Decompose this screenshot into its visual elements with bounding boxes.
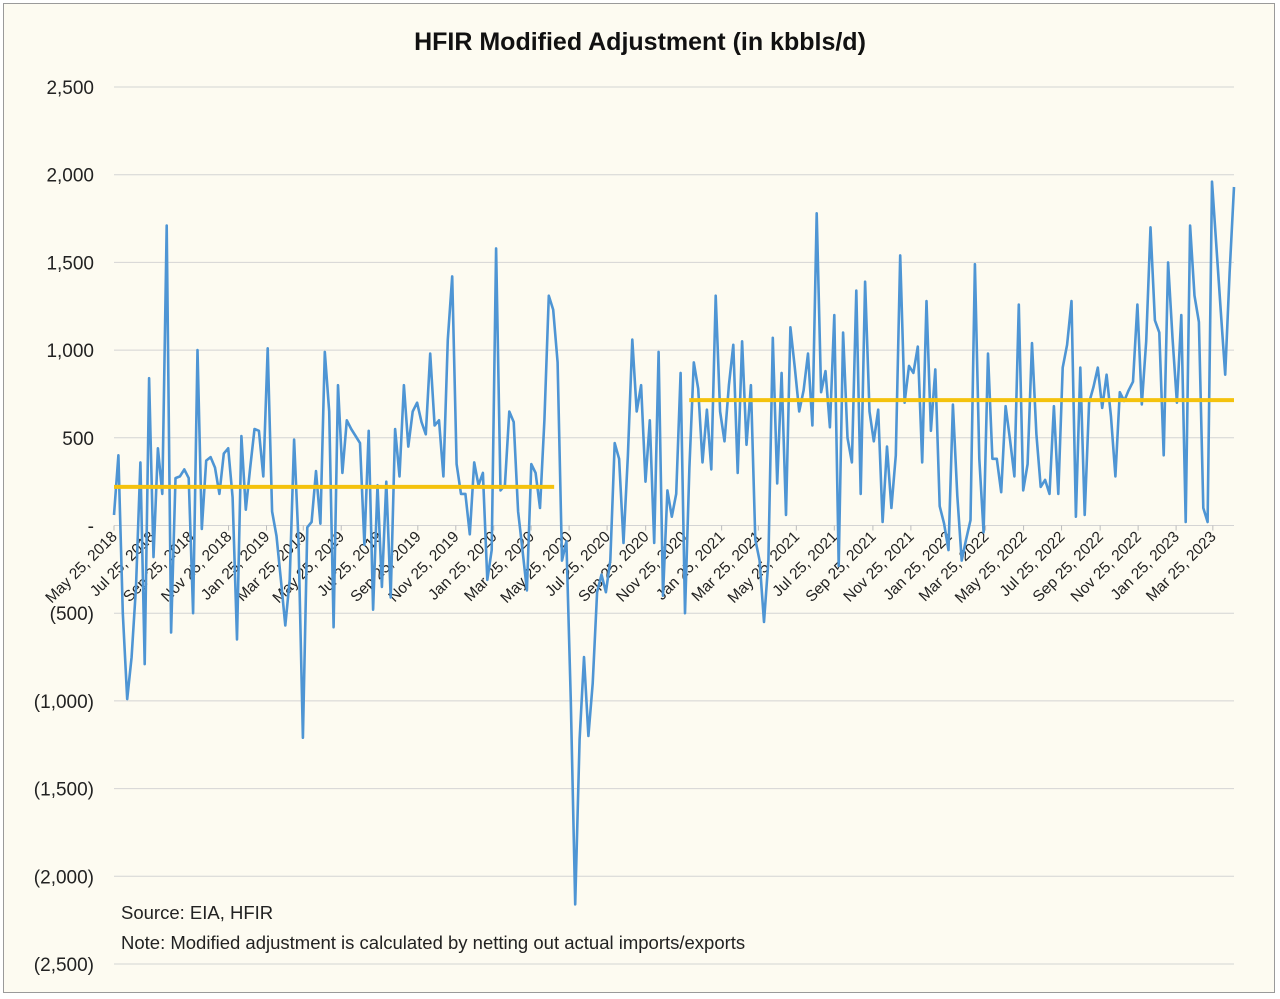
y-tick-label: (2,000) xyxy=(34,867,94,888)
y-tick-label: 2,000 xyxy=(46,166,94,187)
x-axis xyxy=(113,525,1234,531)
series-group xyxy=(112,180,1236,906)
gridlines xyxy=(114,86,1234,965)
y-tick-label: (2,500) xyxy=(34,955,94,976)
series-line-hfir-modified-adjustment xyxy=(112,180,1236,906)
average-lines xyxy=(114,398,1234,489)
y-tick-label: 1,000 xyxy=(46,341,94,362)
source-annotation: Source: EIA, HFIR xyxy=(121,902,273,923)
chart-frame: HFIR Modified Adjustment (in kbbls/d) 2,… xyxy=(3,3,1275,993)
y-tick-label: 2,500 xyxy=(46,78,94,99)
y-tick-label: (1,000) xyxy=(34,692,94,713)
y-tick-label: - xyxy=(88,517,94,538)
y-tick-label: 500 xyxy=(62,429,94,450)
y-tick-label: 1,500 xyxy=(46,253,94,274)
y-tick-label: (500) xyxy=(50,604,94,625)
y-tick-label: (1,500) xyxy=(34,780,94,801)
y-axis: 2,500 2,000 1,500 1,000 500 - (500) (1,000) (1,5… xyxy=(34,78,94,976)
chart-title: HFIR Modified Adjustment (in kbbls/d) xyxy=(414,28,866,56)
note-annotation: Note: Modified adjustment is calculated … xyxy=(121,932,745,953)
line-chart: 2,500 2,000 1,500 1,000 500 - (500) (1,000) (1,5… xyxy=(34,78,1236,976)
